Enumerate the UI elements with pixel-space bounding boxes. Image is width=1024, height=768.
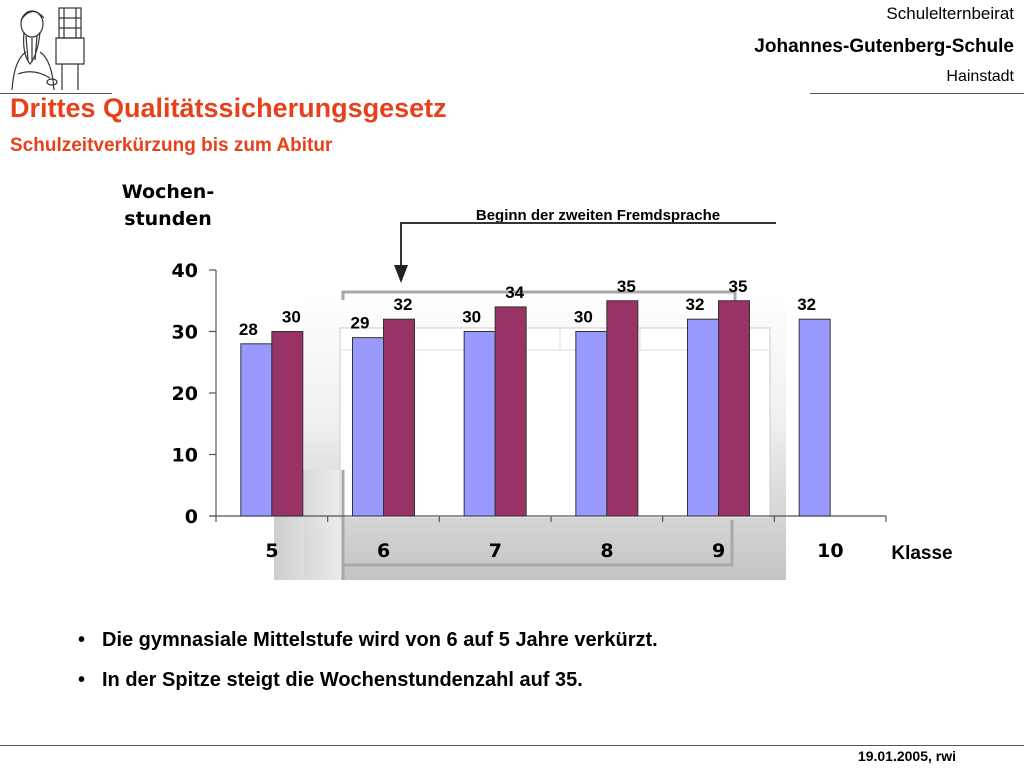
bar-red-class-7	[494, 306, 527, 517]
data-label: 29	[351, 314, 370, 333]
data-label: 34	[505, 283, 524, 302]
y-axis-title-line1: Wochen-	[122, 181, 214, 203]
bar-blue-class-6	[352, 337, 384, 517]
x-tick-label: 10	[817, 540, 843, 562]
page-subtitle: Schulzeitverkürzung bis zum Abitur	[10, 135, 333, 156]
data-label: 30	[462, 308, 481, 327]
x-tick-label: 6	[377, 540, 390, 562]
footer-divider	[0, 745, 1024, 746]
bar-red-class-5	[271, 331, 304, 517]
x-tick-label: 7	[489, 540, 502, 562]
data-label: 28	[239, 320, 258, 339]
y-tick-label: 40	[172, 260, 198, 282]
data-label: 30	[574, 308, 593, 327]
bar-blue-class-7	[463, 331, 496, 517]
annotation-arrow-head	[394, 265, 408, 283]
bullet-list: • Die gymnasiale Mittelstufe wird von 6 a…	[78, 628, 658, 708]
data-label: 32	[686, 295, 705, 314]
org-name: Schulelternbeirat	[886, 4, 1014, 23]
bar-red-class-6	[383, 318, 415, 517]
y-tick-label: 30	[172, 322, 198, 344]
bar-blue-class-5	[240, 343, 273, 517]
bar-blue-class-10	[798, 318, 831, 517]
school-location: Hainstadt	[946, 68, 1014, 85]
footer-date: 19.01.2005, rwi	[857, 748, 956, 764]
data-label: 32	[394, 295, 413, 314]
x-tick-label: 8	[600, 540, 613, 562]
header-divider-left	[0, 93, 112, 94]
header-divider-right	[810, 93, 1024, 94]
bar-chart: Wochen- stunden Beginn der zweiten Fremd…	[122, 181, 953, 580]
data-label: 35	[729, 277, 748, 296]
y-tick-label: 20	[172, 383, 198, 405]
data-label: 32	[797, 295, 816, 314]
y-tick-label: 10	[172, 445, 198, 467]
annotation-label: Beginn der zweiten Fremdsprache	[476, 207, 720, 224]
x-axis-title: Klasse	[891, 543, 952, 564]
gutenberg-portrait-icon	[11, 7, 85, 91]
bar-red-class-8	[606, 300, 639, 517]
bullet-item: • Die gymnasiale Mittelstufe wird von 6 a…	[78, 629, 658, 651]
annotation-arrow-line	[400, 222, 776, 266]
data-label: 35	[617, 277, 636, 296]
y-axis-title-line2: stunden	[124, 208, 211, 230]
y-tick-label: 0	[185, 506, 198, 528]
x-tick-label: 5	[265, 540, 278, 562]
school-name: Johannes-Gutenberg-Schule	[754, 36, 1014, 57]
x-tick-label: 9	[712, 540, 725, 562]
page-title: Drittes Qualitätssicherungsgesetz	[10, 93, 447, 123]
bullet-item: • In der Spitze steigt die Wochenstundenz…	[78, 669, 583, 691]
bar-blue-class-9	[687, 318, 719, 517]
bar-blue-class-8	[575, 331, 608, 517]
bar-red-class-9	[718, 300, 750, 517]
data-label: 30	[282, 308, 301, 327]
